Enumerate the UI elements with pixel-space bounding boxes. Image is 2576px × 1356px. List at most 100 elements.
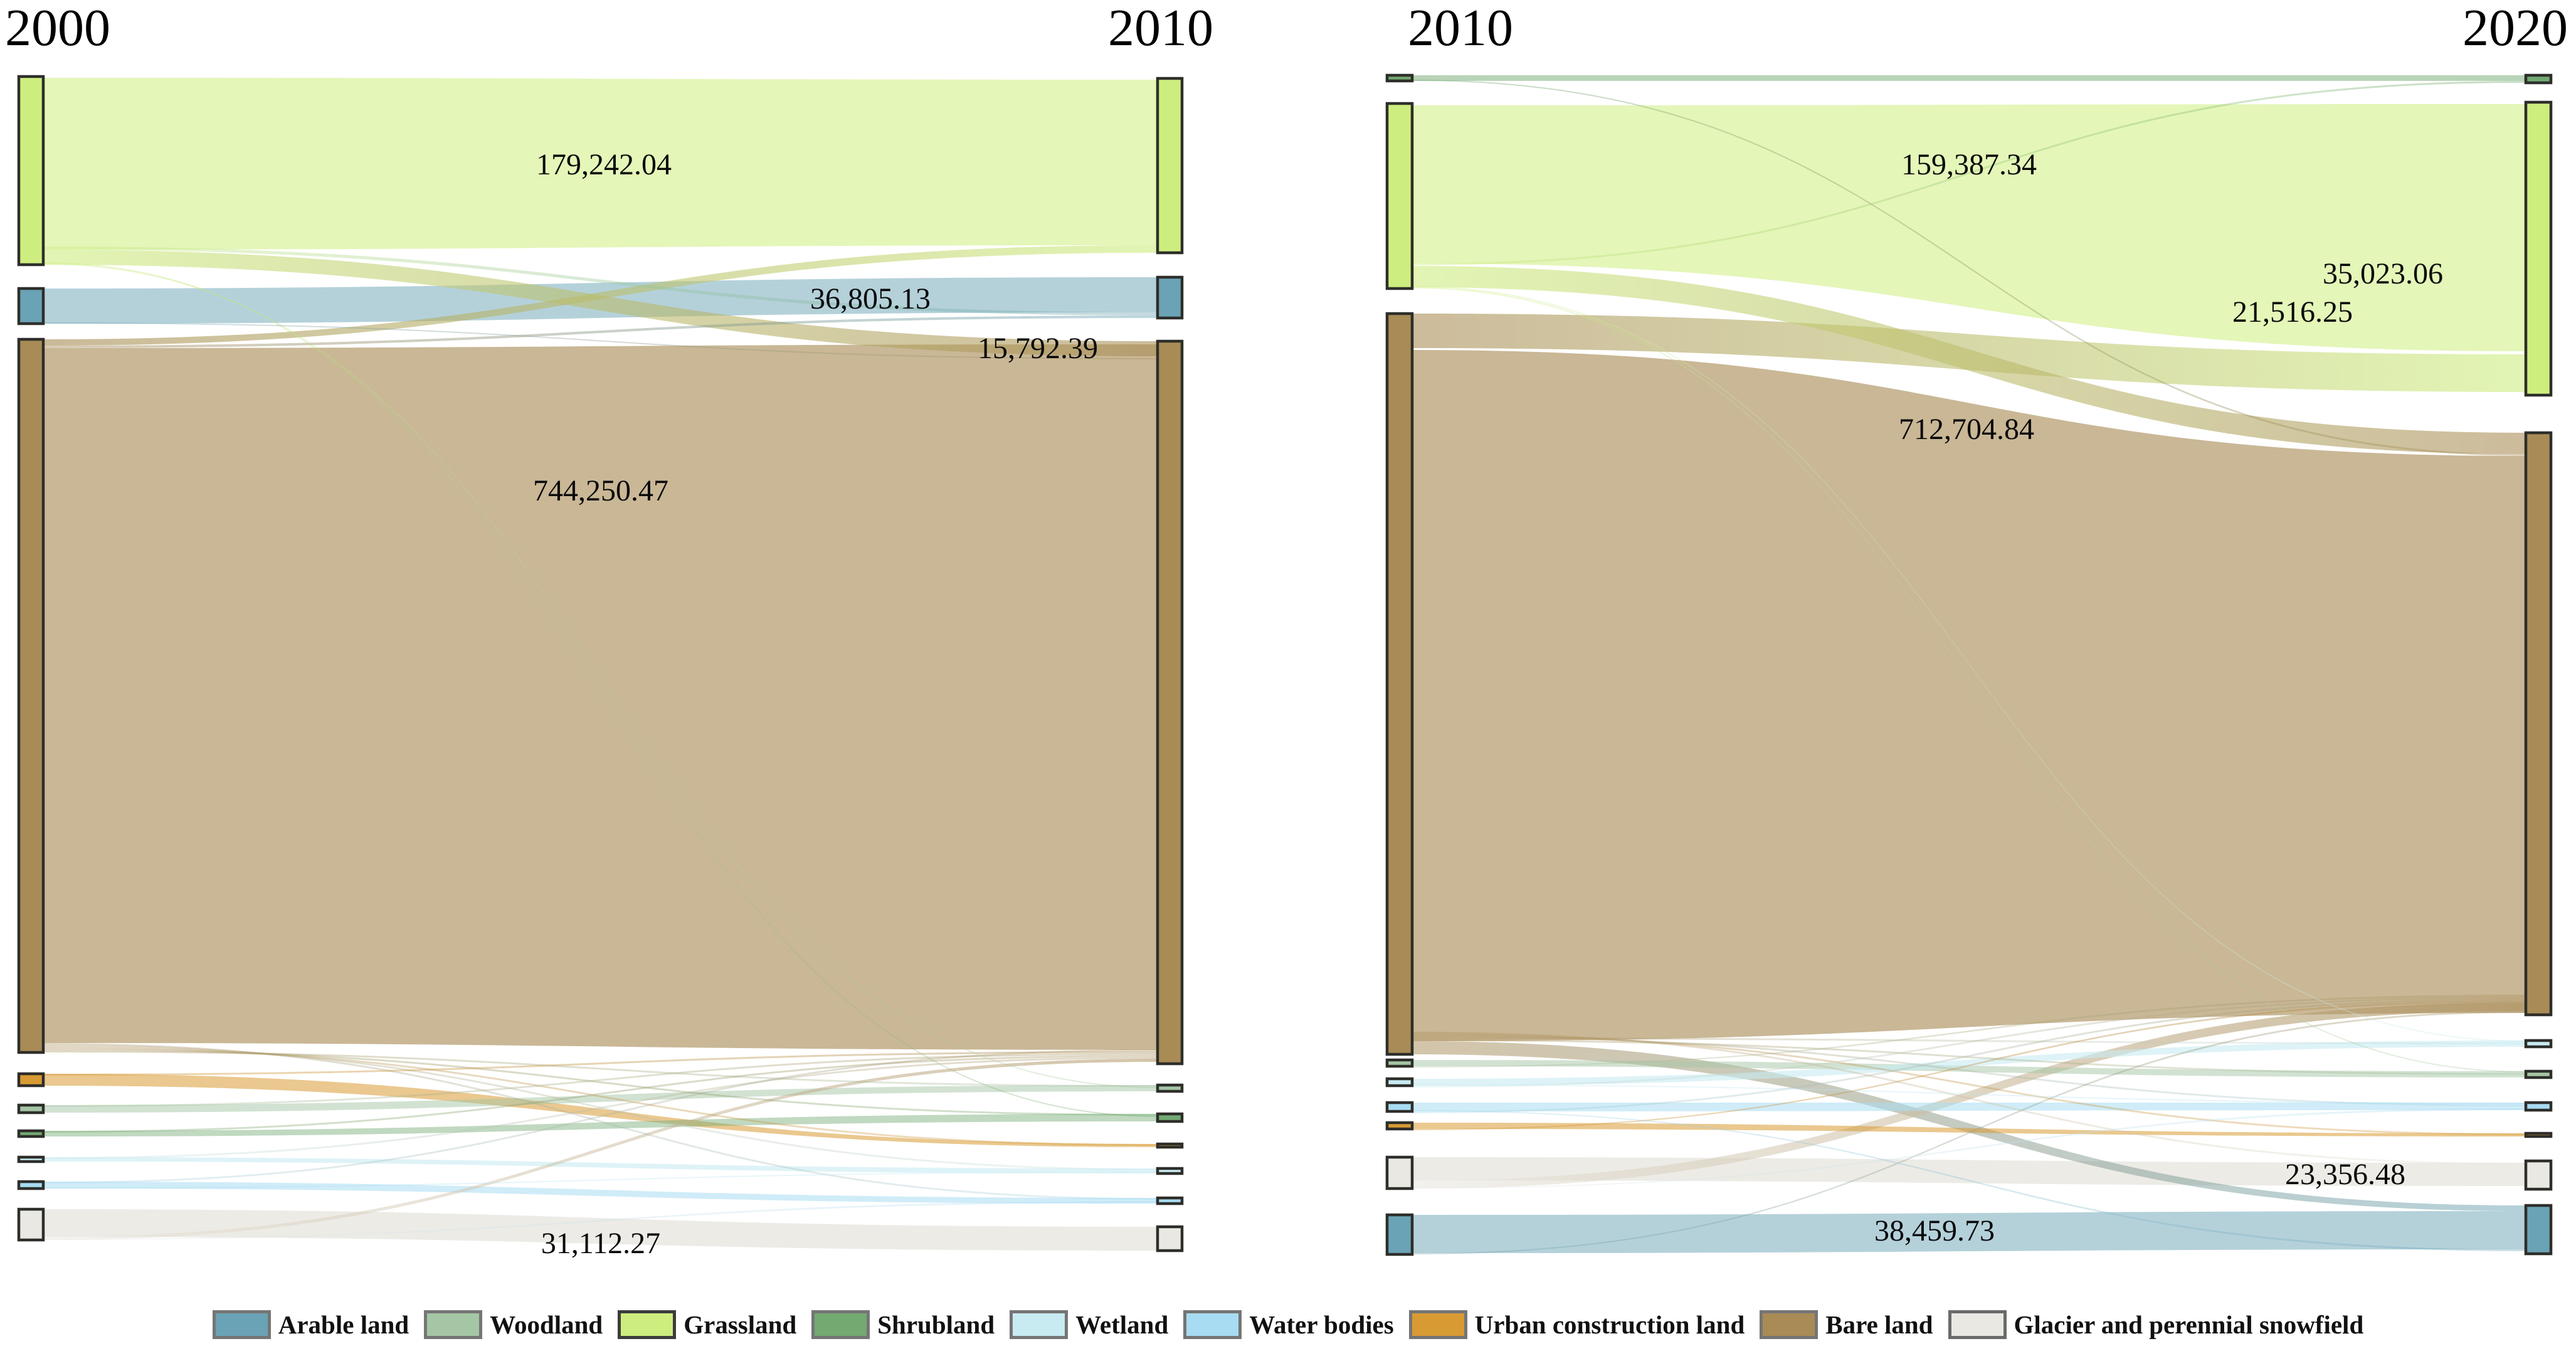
flow-value-arable-to-arable: 36,805.13 <box>810 282 931 315</box>
legend-item-water: Water bodies <box>1183 1310 1394 1340</box>
legend-label-arable: Arable land <box>278 1310 409 1339</box>
flow-woodland-to-woodland <box>43 1085 1158 1113</box>
flow-value-glacier-to-glacier: 31,112.27 <box>541 1227 660 1260</box>
legend-swatch-water <box>1183 1310 1242 1339</box>
node-left-glacier-2010 <box>1385 1155 1414 1190</box>
flow-value-glacier-to-glacier: 23,356.48 <box>2285 1158 2405 1191</box>
legend-label-grassland: Grassland <box>684 1310 797 1339</box>
node-right-water-2010 <box>2524 1101 2553 1112</box>
nodes-layer <box>17 73 2553 1256</box>
flow-bare-to-urban <box>43 1047 1158 1146</box>
node-left-bare-2010 <box>1385 312 1414 1056</box>
flow-water-to-bare <box>43 1049 1158 1184</box>
legend-item-glacier: Glacier and perennial snowfield <box>1948 1310 2364 1340</box>
node-right-woodland-2010 <box>2524 1069 2553 1079</box>
flow-wetland-to-water <box>1412 1084 2526 1104</box>
flow-grassland-to-bare <box>43 250 1158 356</box>
flow-grassland-to-shrubland <box>1412 81 2526 265</box>
flow-glacier-to-bare <box>1412 1002 2526 1189</box>
flow-arable-to-bare <box>1412 1011 2526 1254</box>
legend-swatch-urban <box>1408 1310 1467 1339</box>
flow-shrubland-to-bare <box>43 1055 1158 1133</box>
flow-grassland-to-bare <box>1412 266 2526 454</box>
flow-grassland-to-grassland <box>43 78 1158 250</box>
node-left-grassland-2000 <box>17 75 45 267</box>
flow-bare-to-grassland <box>43 245 1158 346</box>
flow-woodland-to-woodland <box>1412 1060 2526 1078</box>
node-right-water-2000 <box>1156 1196 1184 1205</box>
flow-arable-to-arable <box>1412 1211 2526 1253</box>
flow-water-to-water <box>1412 1103 2526 1111</box>
flow-grassland-to-shrubland <box>43 262 1158 1117</box>
legend-item-urban: Urban construction land <box>1408 1310 1745 1340</box>
flow-wetland-to-wetland <box>43 1157 1158 1173</box>
column-title-2010: 2010 <box>1408 0 1513 57</box>
flow-water-to-arable <box>1412 1110 2526 1251</box>
legend-item-wetland: Wetland <box>1010 1310 1168 1340</box>
node-right-bare-2010 <box>2524 431 2553 1017</box>
flow-bare-to-water <box>43 1043 1158 1200</box>
node-right-arable-2010 <box>2524 1204 2553 1256</box>
legend-label-bare: Bare land <box>1825 1310 1933 1339</box>
legend-label-shrubland: Shrubland <box>877 1310 995 1339</box>
flow-bare-to-glacier <box>1412 1032 2526 1165</box>
node-right-shrubland-2010 <box>2524 73 2553 85</box>
flow-shrubland-to-shrubland <box>43 1114 1158 1136</box>
flow-bare-to-shrubland <box>43 1049 1158 1116</box>
column-title-2010: 2010 <box>1108 0 1213 57</box>
node-left-shrubland-2000 <box>17 1129 45 1138</box>
node-right-urban-2010 <box>2524 1131 2553 1138</box>
flow-grassland-to-woodland <box>1412 287 2526 1073</box>
legend-item-shrubland: Shrubland <box>811 1310 995 1340</box>
flow-grassland-to-woodland <box>43 263 1158 1088</box>
node-right-grassland-2000 <box>1156 77 1184 255</box>
flow-urban-to-bare <box>43 1051 1158 1076</box>
flow-woodland-to-bare <box>43 1053 1158 1107</box>
flow-wetland-to-wetland <box>1412 1041 2526 1086</box>
node-left-water-2010 <box>1385 1101 1414 1113</box>
legend-label-wetland: Wetland <box>1075 1310 1169 1339</box>
legend-label-glacier: Glacier and perennial snowfield <box>2014 1310 2364 1339</box>
node-left-glacier-2000 <box>17 1207 45 1242</box>
flow-bare-to-arable <box>43 315 1158 348</box>
node-right-wetland-2000 <box>1156 1167 1184 1175</box>
legend: Arable land Woodland Grassland Shrubland Wet… <box>0 1306 2576 1343</box>
flow-bare-to-wetland <box>1412 1037 2526 1044</box>
flow-glacier-to-water <box>1412 1108 2526 1189</box>
flows-layer <box>43 75 2526 1254</box>
flow-value-arable-to-arable: 38,459.73 <box>1874 1214 1995 1247</box>
flow-bare-to-urban <box>1412 1034 2526 1135</box>
node-left-water-2000 <box>17 1180 45 1190</box>
flow-urban-to-urban <box>43 1074 1158 1147</box>
node-left-bare-2000 <box>17 337 45 1054</box>
column-title-2020: 2020 <box>2463 0 2568 57</box>
flow-bare-to-bare <box>43 344 1158 1050</box>
node-right-glacier-2010 <box>2524 1159 2553 1191</box>
flow-bare-to-arable <box>1412 1041 2526 1211</box>
legend-swatch-glacier <box>1948 1310 2007 1339</box>
legend-item-arable: Arable land <box>212 1310 409 1340</box>
flow-wetland-to-bare <box>43 1057 1158 1159</box>
flow-water-to-bare <box>1412 998 2526 1113</box>
node-right-arable-2000 <box>1156 275 1184 320</box>
node-left-woodland-2000 <box>17 1103 45 1115</box>
flow-value-labels-layer: 179,242.04 744,250.47 31,112.27 36,805.13 15… <box>533 148 2443 1260</box>
node-left-wetland-2000 <box>17 1155 45 1163</box>
node-right-wetland-2010 <box>2524 1039 2553 1049</box>
legend-label-urban: Urban construction land <box>1474 1310 1745 1339</box>
flow-glacier-to-water <box>43 1201 1158 1240</box>
flow-bare-to-woodland <box>1412 1039 2526 1075</box>
flow-urban-to-bare <box>1412 1000 2526 1130</box>
node-right-bare-2000 <box>1156 339 1184 1066</box>
flow-bare-to-woodland <box>43 1051 1158 1087</box>
node-right-grassland-2010 <box>2524 100 2553 397</box>
flow-value-bare-to-grassland: 35,023.06 <box>2323 257 2443 290</box>
flow-bare-to-water <box>1412 1036 2526 1106</box>
legend-swatch-shrubland <box>811 1310 870 1339</box>
flow-value-bare-to-bare: 712,704.84 <box>1899 413 2034 446</box>
flow-grassland-to-arable <box>43 246 1158 315</box>
node-left-urban-2000 <box>17 1072 45 1088</box>
legend-label-water: Water bodies <box>1249 1310 1394 1339</box>
